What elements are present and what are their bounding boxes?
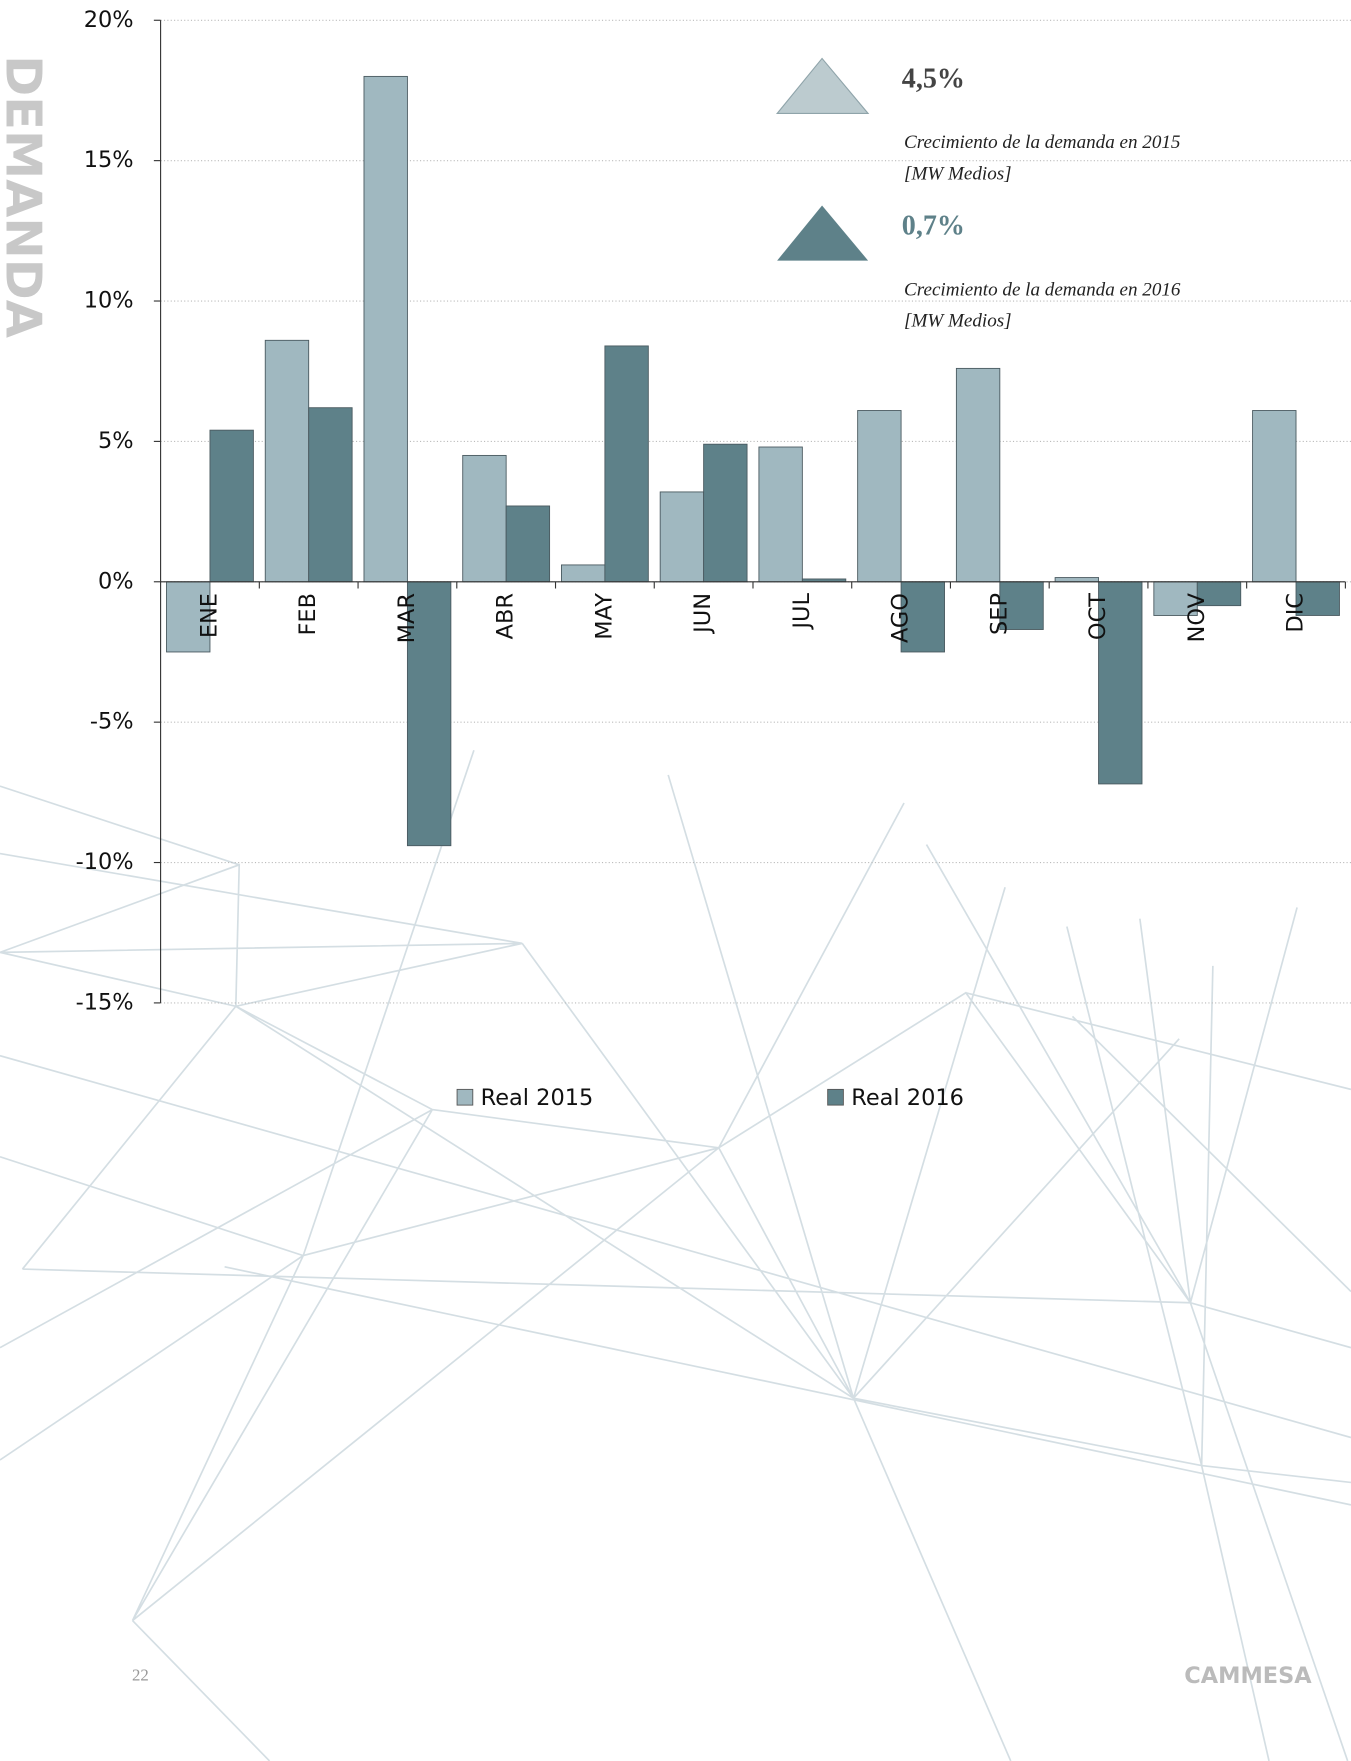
bar <box>900 581 945 653</box>
x-tick-label: MAY <box>591 593 617 640</box>
bar <box>1098 581 1143 785</box>
bar <box>462 454 507 583</box>
bar <box>406 581 452 847</box>
y-tick-label: -15% <box>76 989 134 1015</box>
y-tick-label: 0% <box>98 568 134 594</box>
bar <box>209 429 254 583</box>
x-tick-label: SEP <box>986 593 1012 635</box>
bar <box>308 407 353 583</box>
background-network <box>0 749 1351 1761</box>
bar <box>1153 581 1198 616</box>
bar <box>166 581 211 653</box>
bar <box>604 345 649 583</box>
highlight-triangle <box>775 57 870 115</box>
highlight-value: 0,7% <box>902 210 965 241</box>
section-title: DEMANDA <box>0 55 53 338</box>
bar <box>999 581 1044 630</box>
bar <box>659 491 705 583</box>
highlight-caption: Crecimiento de la demanda en 2016 <box>904 279 1181 300</box>
brand: CAMMESA <box>1184 1663 1312 1689</box>
y-tick-label: 10% <box>84 288 134 314</box>
x-tick-label: ENE <box>196 593 222 638</box>
x-tick-label: JUN <box>690 593 716 635</box>
bar <box>505 505 551 583</box>
y-tick-label: -5% <box>90 709 134 735</box>
legend-swatch <box>827 1088 844 1106</box>
x-tick-label: FEB <box>295 593 321 636</box>
x-tick-label: MAR <box>394 593 420 643</box>
bar <box>955 367 1001 583</box>
bar <box>560 564 606 583</box>
highlight-caption: Crecimiento de la demanda en 2015 <box>904 132 1180 153</box>
x-tick-label: AGO <box>888 593 914 643</box>
page-number: 22 <box>132 1666 149 1685</box>
legend-label: Real 2015 <box>481 1085 594 1111</box>
legend-swatch <box>456 1088 474 1106</box>
bar <box>1054 577 1100 583</box>
bar <box>1252 410 1297 583</box>
highlight-value: 4,5% <box>902 63 965 94</box>
highlight-caption: [MW Medios] <box>904 164 1012 185</box>
highlight-triangle <box>777 205 869 261</box>
legend-label: Real 2016 <box>851 1085 964 1111</box>
x-tick-label: ABR <box>493 593 519 639</box>
bar <box>758 446 803 583</box>
highlight-caption: [MW Medios] <box>904 311 1012 332</box>
bar <box>857 410 902 583</box>
x-tick-label: OCT <box>1085 593 1111 640</box>
y-tick-label: 15% <box>84 147 134 173</box>
bar <box>1295 581 1340 616</box>
y-tick-label: -10% <box>76 849 134 875</box>
bar <box>703 443 748 583</box>
bar <box>264 339 310 583</box>
plot: -15% -10% -5% 0% 5% 10% 15% 20% ENE FEB MAR ABR MAY J… <box>76 7 1351 1111</box>
bar <box>363 75 408 583</box>
y-tick-label: 5% <box>98 428 134 454</box>
y-tick-label: 20% <box>84 7 134 33</box>
x-tick-label: DIC <box>1283 593 1309 633</box>
x-tick-label: NOV <box>1184 592 1210 642</box>
x-tick-label: JUL <box>789 593 815 631</box>
